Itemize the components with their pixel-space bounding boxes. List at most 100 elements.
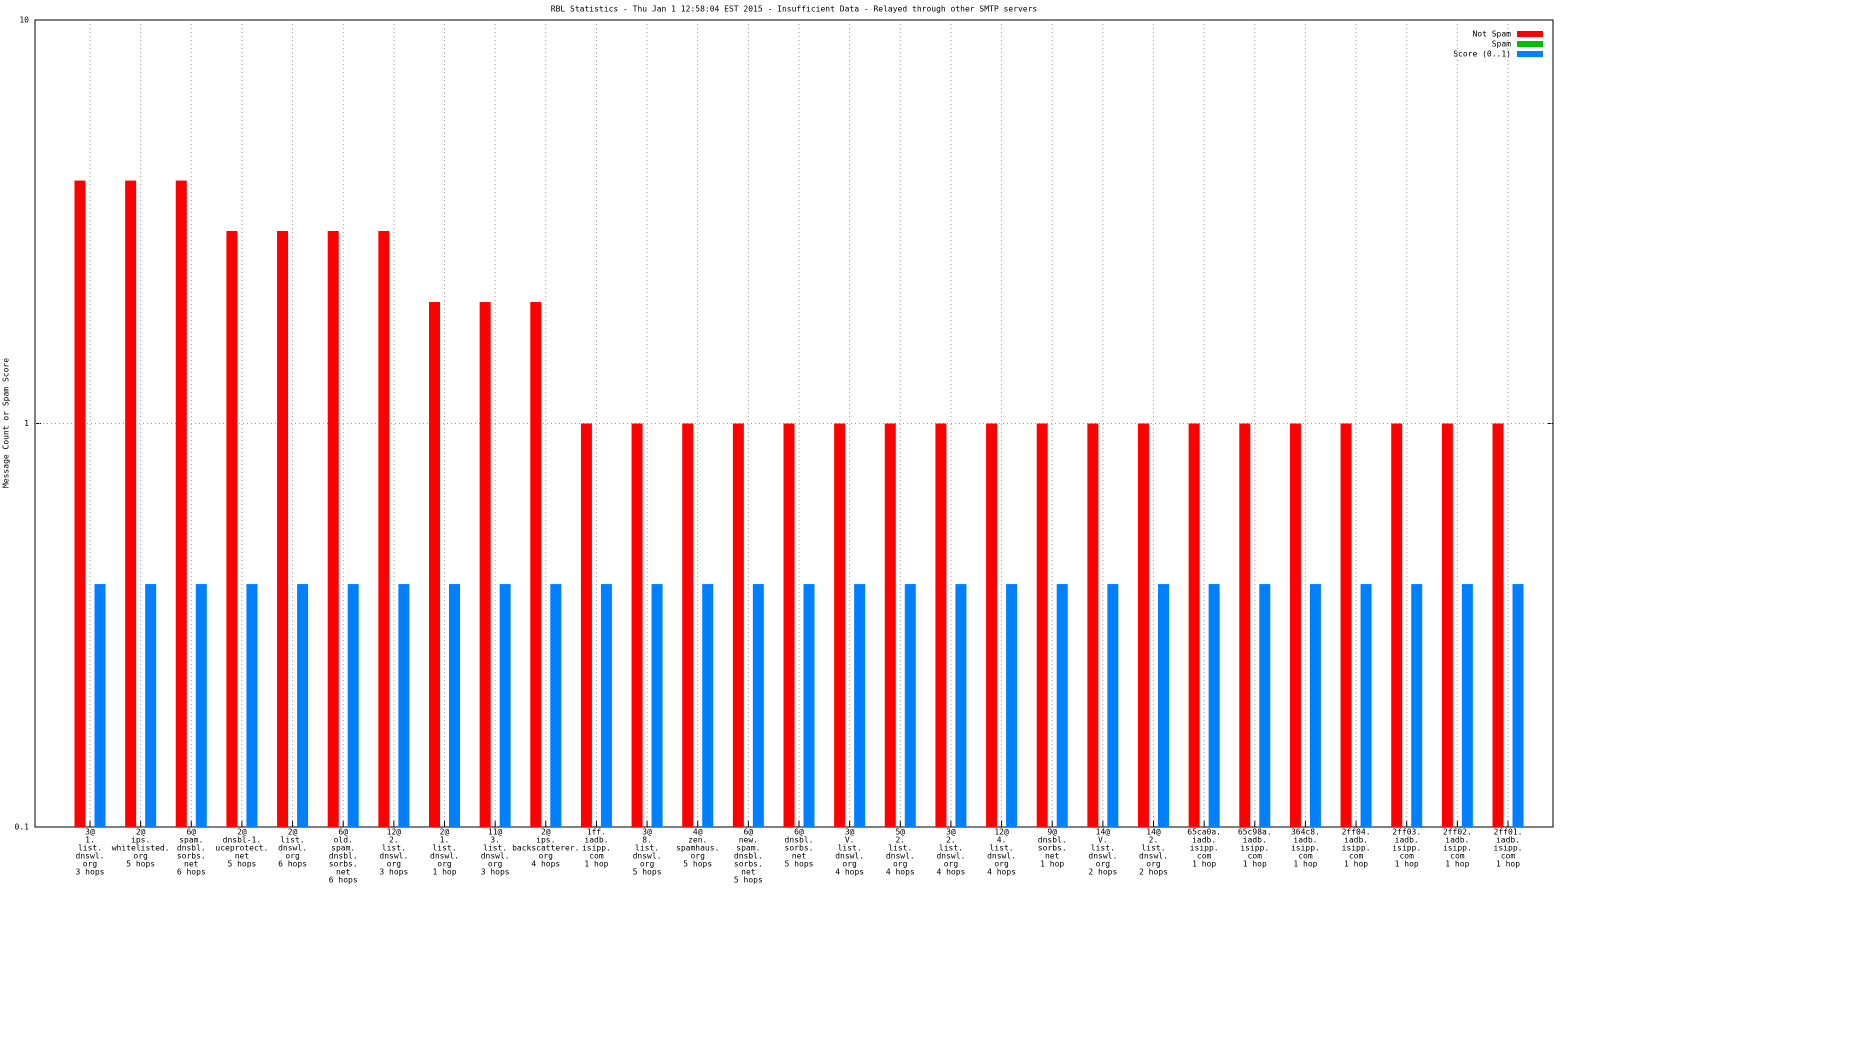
x-tick-label: 2 hops	[1088, 868, 1117, 877]
x-tick-label: iadb.	[584, 836, 608, 845]
x-tick-label: iadb.	[1293, 836, 1317, 845]
x-tick-label: dnsbl-1.	[223, 836, 262, 845]
x-tick-label: org	[690, 852, 705, 861]
x-tick-label: 5 hops	[126, 860, 155, 869]
x-tick-label: V.	[845, 836, 855, 845]
x-tick-label: 1ff.	[587, 828, 606, 837]
bar	[1461, 584, 1473, 827]
x-tick-label: 11@	[488, 828, 503, 837]
x-tick-label: org	[944, 860, 959, 869]
bar	[803, 584, 815, 827]
bar	[479, 302, 491, 827]
x-tick-label: 3 hops	[379, 868, 408, 877]
bar	[297, 584, 309, 827]
x-tick-label: 5 hops	[683, 860, 712, 869]
x-tick-label: 4 hops	[936, 868, 965, 877]
x-tick-label: list.	[281, 836, 305, 845]
x-tick-label: sorbs.	[329, 860, 358, 869]
x-tick-label: 1 hop	[432, 868, 456, 877]
bar	[327, 230, 339, 827]
x-tick-label: 1 hop	[1496, 860, 1520, 869]
x-tick-label: dnswl.	[1088, 852, 1117, 861]
x-tick-label: list.	[939, 844, 963, 853]
bar	[651, 584, 663, 827]
bar	[1492, 423, 1504, 827]
x-tick-label: iadb.	[1496, 836, 1520, 845]
x-tick-label: iadb.	[1243, 836, 1267, 845]
x-tick-label: isipp.	[1240, 844, 1269, 853]
x-tick-label: dnswl.	[633, 852, 662, 861]
x-tick-label: org	[842, 860, 857, 869]
y-tick-label: 1	[24, 419, 29, 428]
bar	[986, 423, 998, 827]
x-tick-label: org	[387, 860, 402, 869]
x-tick-label: 6@	[794, 828, 804, 837]
bar	[1340, 423, 1352, 827]
chart-title: RBL Statistics - Thu Jan 1 12:58:04 EST …	[551, 5, 1038, 14]
x-tick-label: 3 hops	[76, 868, 105, 877]
y-axis-label: Message Count or Spam Score	[2, 358, 11, 488]
x-tick-label: 65c98a.	[1238, 828, 1272, 837]
x-tick-label: 4 hops	[886, 868, 915, 877]
x-tick-label: 12@	[387, 828, 402, 837]
x-tick-label: net	[1045, 852, 1060, 861]
bar	[732, 423, 744, 827]
x-tick-label: org	[994, 860, 1009, 869]
x-tick-label: 4.	[997, 836, 1007, 845]
bar	[449, 584, 460, 827]
bar	[246, 584, 258, 827]
bar	[702, 584, 714, 827]
x-tick-label: dnswl.	[1139, 852, 1168, 861]
x-tick-label: 2 hops	[1139, 868, 1168, 877]
bar	[226, 230, 238, 827]
x-tick-label: 4 hops	[987, 868, 1016, 877]
x-tick-label: new.	[739, 836, 758, 845]
bar	[1107, 584, 1119, 827]
x-tick-label: dnsbl.	[1038, 836, 1067, 845]
x-tick-label: net	[741, 868, 756, 877]
bar	[1138, 423, 1149, 827]
x-tick-label: sorbs.	[785, 844, 814, 853]
x-tick-label: spamhaus.	[676, 844, 719, 853]
x-tick-label: isipp.	[1291, 844, 1320, 853]
x-tick-label: com	[1298, 852, 1313, 861]
x-tick-label: isipp.	[1190, 844, 1219, 853]
x-tick-label: iadb.	[1192, 836, 1216, 845]
x-tick-label: com	[1349, 852, 1364, 861]
x-tick-label: 6@	[186, 828, 196, 837]
x-tick-label: 2ff02.	[1443, 828, 1472, 837]
x-tick-label: 1 hop	[1040, 860, 1064, 869]
bar	[195, 584, 207, 827]
y-tick-label: 0.1	[15, 823, 30, 832]
x-tick-label: 8.	[642, 836, 652, 845]
x-tick-label: 2.	[895, 836, 905, 845]
x-tick-label: 2.	[1149, 836, 1159, 845]
x-tick-label: dnswl.	[987, 852, 1016, 861]
bar	[347, 584, 359, 827]
legend-swatch	[1517, 31, 1543, 37]
x-tick-label: 3@	[946, 828, 956, 837]
x-tick-label: 2.	[389, 836, 399, 845]
bar	[1188, 423, 1200, 827]
x-tick-label: net	[235, 852, 250, 861]
x-tick-label: net	[184, 860, 199, 869]
x-tick-label: 1 hop	[1293, 860, 1317, 869]
legend-label: Spam	[1492, 40, 1511, 49]
x-tick-label: 1.	[440, 836, 450, 845]
x-tick-label: iadb.	[1445, 836, 1469, 845]
x-tick-label: com	[589, 852, 604, 861]
bar	[1289, 423, 1301, 827]
x-tick-label: 2@	[237, 828, 247, 837]
bar	[884, 423, 896, 827]
x-tick-label: isipp.	[582, 844, 611, 853]
x-tick-label: 6 hops	[329, 876, 358, 885]
bar	[1006, 584, 1018, 827]
x-tick-label: backscatterer.	[512, 844, 579, 853]
bar	[1158, 584, 1169, 827]
x-tick-label: list.	[432, 844, 456, 853]
bar	[1360, 584, 1372, 827]
bar	[429, 302, 440, 827]
bar	[398, 584, 410, 827]
